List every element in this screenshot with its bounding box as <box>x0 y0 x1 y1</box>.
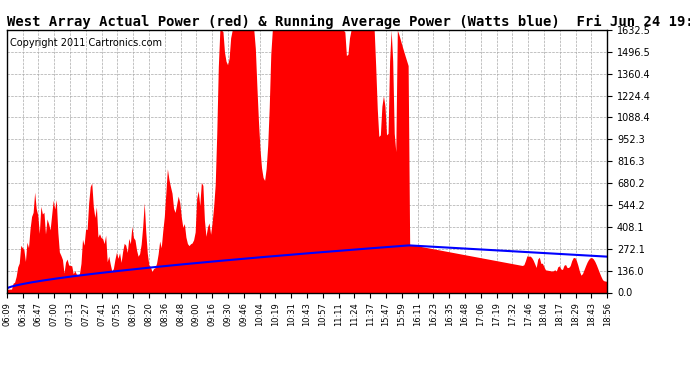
Text: West Array Actual Power (red) & Running Average Power (Watts blue)  Fri Jun 24 1: West Array Actual Power (red) & Running … <box>7 15 690 29</box>
Text: Copyright 2011 Cartronics.com: Copyright 2011 Cartronics.com <box>10 38 162 48</box>
